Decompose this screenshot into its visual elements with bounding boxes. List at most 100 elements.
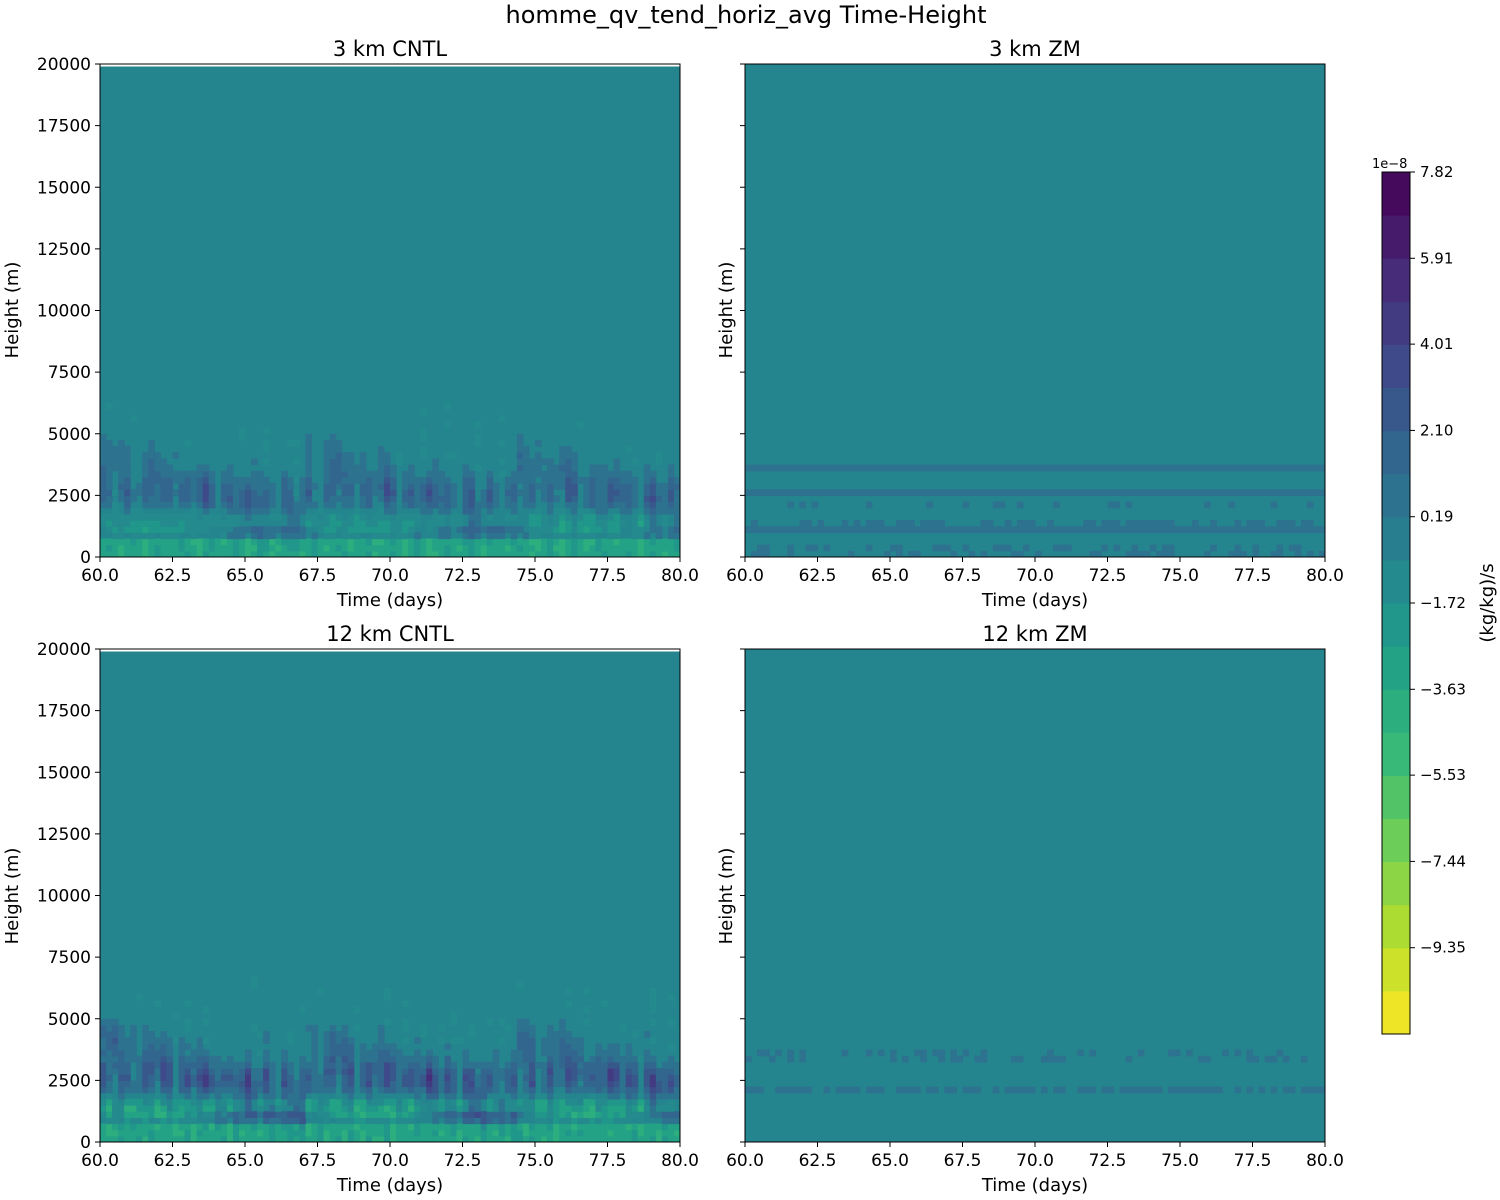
field-3km-zm-cell: [1004, 464, 1012, 472]
field-12km-cntl-cell: [178, 1135, 186, 1142]
field-12km-cntl-cell: [305, 1061, 313, 1069]
field-12km-cntl-cell: [214, 1061, 222, 1069]
x-tick-label: 62.5: [799, 1151, 837, 1171]
field-12km-cntl-cell: [510, 1105, 518, 1112]
field-12km-cntl-cell: [112, 1024, 119, 1032]
field-3km-cntl-cell: [474, 520, 482, 527]
field-12km-cntl-cell: [130, 1098, 137, 1106]
field-12km-cntl-cell: [263, 1068, 270, 1075]
field-12km-cntl-cell: [486, 1061, 494, 1069]
field-12km-cntl-cell: [553, 1031, 560, 1038]
field-12km-cntl-cell: [577, 1123, 584, 1131]
field-3km-cntl-cell: [287, 520, 294, 527]
field-3km-zm-cell: [1155, 520, 1163, 527]
field-3km-cntl-cell: [136, 513, 143, 521]
field-3km-zm-cell: [962, 526, 970, 533]
field-3km-cntl-cell: [583, 532, 590, 540]
field-12km-cntl-cell: [106, 1086, 113, 1094]
field-3km-cntl-cell: [535, 470, 542, 478]
field-12km-cntl-cell: [118, 1105, 125, 1112]
field-3km-cntl-cell: [492, 538, 500, 546]
field-12km-cntl-cell: [426, 1135, 433, 1142]
field-12km-cntl-cell: [106, 1043, 113, 1051]
field-3km-cntl-cell: [251, 544, 258, 552]
field-3km-zm-cell: [950, 550, 958, 557]
field-12km-cntl-cell: [510, 1074, 518, 1081]
field-12km-cntl-cell: [619, 1117, 627, 1125]
field-3km-zm-cell: [799, 520, 807, 527]
field-3km-zm-cell: [787, 464, 794, 472]
field-12km-cntl-cell: [559, 1098, 566, 1106]
field-12km-cntl-cell: [559, 1129, 566, 1137]
field-12km-cntl-cell: [625, 1061, 633, 1069]
field-3km-zm-cell: [823, 464, 831, 472]
field-3km-zm-cell: [769, 489, 776, 496]
field-12km-cntl-cell: [281, 1068, 288, 1075]
field-3km-cntl-cell: [625, 538, 633, 546]
field-3km-zm-cell: [902, 464, 909, 472]
field-12km-cntl-cell: [420, 1123, 427, 1131]
field-3km-zm-cell: [1270, 550, 1278, 557]
field-3km-cntl-cell: [673, 483, 680, 490]
field-12km-zm-cell: [1270, 1055, 1278, 1063]
field-3km-cntl-cell: [251, 476, 258, 484]
field-3km-zm-cell: [787, 526, 794, 533]
field-12km-zm-cell: [956, 1055, 964, 1063]
field-12km-cntl-cell: [160, 1117, 168, 1125]
field-12km-cntl-cell: [124, 1080, 131, 1088]
field-3km-cntl-cell: [637, 544, 645, 552]
field-12km-cntl-cell: [329, 1129, 337, 1137]
field-12km-cntl-cell: [323, 1105, 331, 1112]
field-3km-zm-cell: [1252, 550, 1260, 557]
field-3km-cntl-cell: [541, 538, 548, 546]
field-3km-zm-cell: [763, 489, 770, 496]
field-12km-cntl-cell: [329, 1105, 337, 1112]
field-3km-zm-cell: [938, 520, 945, 527]
field-12km-cntl-cell: [498, 1117, 506, 1125]
field-12km-zm-cell: [1276, 1049, 1284, 1057]
field-3km-zm-cell: [1155, 550, 1163, 557]
field-3km-cntl-cell: [202, 550, 210, 557]
field-3km-cntl-cell: [571, 476, 578, 484]
field-3km-zm-cell: [823, 544, 831, 552]
field-3km-cntl-cell: [462, 507, 470, 515]
field-3km-cntl-cell: [528, 476, 536, 484]
field-3km-zm-cell: [1071, 526, 1078, 533]
field-3km-cntl-cell: [329, 538, 337, 546]
field-3km-zm-cell: [805, 489, 813, 496]
field-3km-cntl-cell: [154, 452, 162, 459]
field-3km-zm-cell: [1131, 464, 1139, 472]
field-12km-cntl-cell: [474, 1111, 482, 1118]
field-12km-cntl-cell: [631, 1123, 639, 1131]
field-12km-cntl-cell: [208, 1111, 216, 1118]
field-12km-cntl-cell: [589, 1123, 597, 1131]
field-12km-cntl-cell: [553, 1098, 560, 1106]
field-3km-cntl-cell: [299, 526, 307, 533]
field-3km-zm-cell: [896, 550, 903, 557]
field-3km-zm-cell: [896, 520, 903, 527]
field-3km-cntl-cell: [383, 501, 391, 509]
field-12km-zm-cell: [823, 1086, 831, 1094]
field-12km-cntl-cell: [124, 1049, 131, 1057]
field-3km-zm-cell: [769, 464, 776, 472]
y-tick-label: 15000: [37, 178, 91, 198]
field-12km-cntl-cell: [281, 1117, 288, 1125]
field-12km-zm-cell: [1089, 1049, 1097, 1057]
field-3km-cntl-cell: [619, 550, 627, 557]
field-12km-cntl-cell: [559, 1105, 566, 1112]
field-3km-cntl-cell: [263, 550, 270, 557]
field-3km-cntl-cell: [390, 464, 397, 472]
field-12km-cntl-cell: [341, 1129, 349, 1137]
field-12km-cntl-cell: [450, 1092, 458, 1100]
field-3km-cntl-cell: [353, 544, 361, 552]
field-12km-cntl-cell: [601, 1055, 609, 1063]
field-12km-cntl-cell: [106, 1105, 113, 1112]
field-3km-cntl-cell: [377, 520, 385, 527]
field-3km-cntl-cell: [474, 507, 482, 515]
field-3km-cntl-cell: [655, 483, 663, 490]
field-12km-cntl-cell: [311, 1049, 319, 1057]
field-3km-cntl-cell: [263, 483, 270, 490]
field-3km-cntl-cell: [196, 476, 204, 484]
field-12km-cntl-cell: [637, 1123, 645, 1131]
field-12km-cntl-cell: [601, 1068, 609, 1075]
